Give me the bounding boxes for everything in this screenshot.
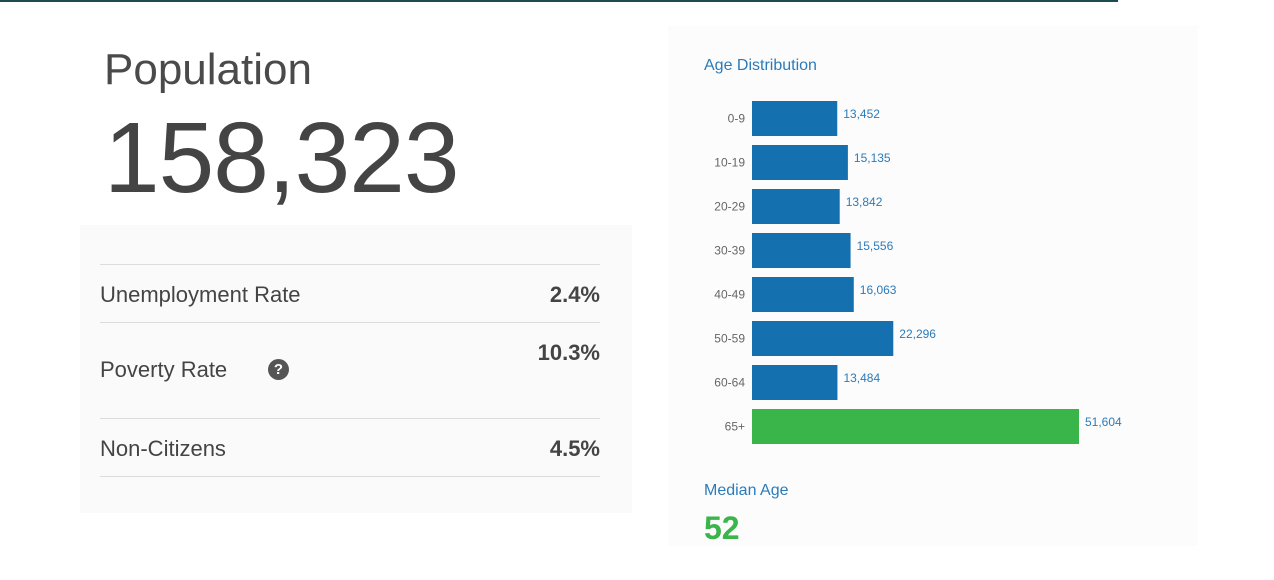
chart-title: Age Distribution: [704, 57, 817, 74]
bar-value-label: 13,484: [843, 371, 880, 385]
median-age-value: 52: [704, 510, 740, 546]
stat-row-poverty: Poverty Rate ? 10.3%: [100, 322, 600, 418]
bar-category-label: 40-49: [714, 288, 745, 302]
bar-value-label: 15,556: [857, 239, 894, 253]
age-bar-30-39: [752, 233, 851, 268]
median-age-label: Median Age: [704, 482, 789, 499]
age-bar-20-29: [752, 189, 840, 224]
population-title: Population: [104, 45, 312, 94]
stat-value: 2.4%: [549, 282, 600, 307]
age-bar-40-49: [752, 277, 854, 312]
population-value: 158,323: [104, 102, 459, 214]
stat-label: Non-Citizens: [100, 436, 226, 461]
stat-row-non-citizens: Non-Citizens 4.5%: [100, 418, 600, 477]
stat-value: 10.3%: [537, 340, 600, 365]
stat-label: Poverty Rate: [100, 357, 228, 382]
stat-value: 4.5%: [549, 436, 600, 461]
bar-value-label: 51,604: [1085, 415, 1122, 429]
age-bar-10-19: [752, 145, 848, 180]
age-distribution-chart: 0-9 13,452 10-19 15,135 20-29 13,842 30-39 15,5…: [714, 101, 1122, 444]
bar-category-label: 20-29: [714, 200, 745, 214]
age-bar-65+: [752, 409, 1079, 444]
age-bar-60-64: [752, 365, 838, 400]
bar-category-label: 10-19: [714, 156, 745, 170]
help-icon[interactable]: ?: [268, 359, 289, 380]
bar-value-label: 22,296: [899, 327, 936, 341]
bar-category-label: 0-9: [728, 112, 746, 126]
stats-table: Unemployment Rate 2.4% Poverty Rate ? 10…: [100, 264, 600, 477]
stat-label: Unemployment Rate: [100, 282, 301, 307]
bar-category-label: 65+: [725, 420, 745, 434]
bar-category-label: 50-59: [714, 332, 745, 346]
stats-panel-background: [80, 225, 632, 513]
bar-value-label: 13,842: [846, 195, 883, 209]
bar-value-label: 13,452: [843, 107, 880, 121]
age-bar-50-59: [752, 321, 894, 356]
top-divider: [0, 0, 1118, 2]
bar-category-label: 30-39: [714, 244, 745, 258]
bar-value-label: 15,135: [854, 151, 891, 165]
bar-category-label: 60-64: [714, 376, 745, 390]
age-bar-0-9: [752, 101, 838, 136]
stat-row-unemployment: Unemployment Rate 2.4%: [100, 264, 600, 322]
bar-value-label: 16,063: [860, 283, 897, 297]
